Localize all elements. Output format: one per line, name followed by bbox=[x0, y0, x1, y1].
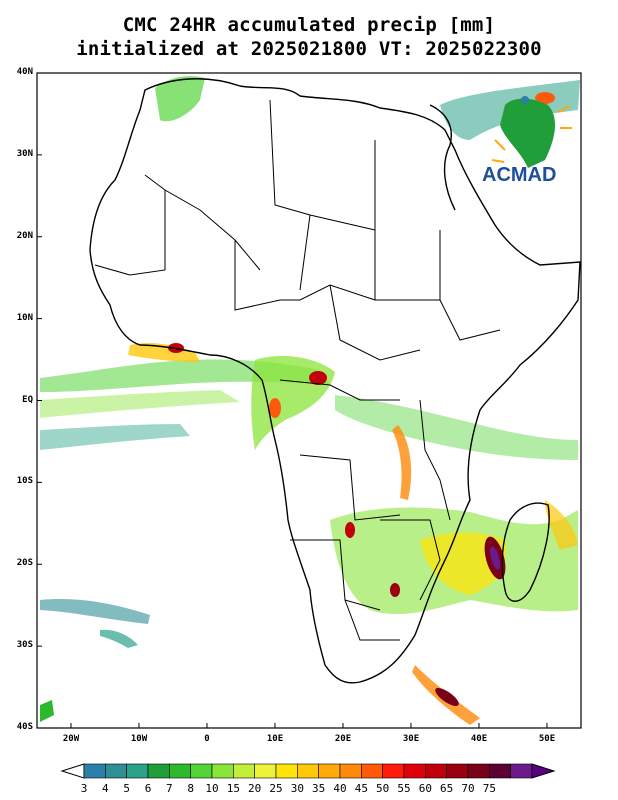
colorbar-swatch bbox=[83, 763, 106, 779]
chart-title-line-2: initialized at 2025021800 VT: 2025022300 bbox=[76, 38, 542, 60]
lat-label: 40N bbox=[16, 67, 33, 77]
colorbar-swatch bbox=[318, 763, 341, 779]
lon-label: 10E bbox=[266, 734, 284, 744]
colorbar-swatch bbox=[126, 763, 149, 779]
lat-label: 20S bbox=[16, 558, 33, 569]
colorbar-swatch bbox=[339, 763, 362, 779]
colorbar-swatch bbox=[233, 763, 255, 779]
colorbar-label: 3 bbox=[80, 782, 88, 795]
colorbar-label: 20 bbox=[248, 782, 262, 795]
map-frame bbox=[36, 72, 582, 729]
colorbar-swatch bbox=[169, 763, 191, 779]
lon-label: 0 bbox=[204, 734, 210, 744]
lat-label: 10S bbox=[16, 476, 33, 487]
chart-title-line-1: CMC 24HR accumulated precip [mm] bbox=[122, 14, 496, 36]
lat-label: 30N bbox=[16, 148, 33, 159]
lat-label: 20N bbox=[16, 230, 33, 241]
lat-label: 40S bbox=[16, 722, 33, 732]
country-borders bbox=[94, 99, 501, 641]
colorbar-label: 35 bbox=[312, 782, 326, 795]
acmad-logo-text: ACMAD bbox=[482, 164, 557, 186]
axis-ticks bbox=[37, 72, 548, 729]
colorbar-low-arrow bbox=[60, 763, 85, 779]
lon-label: 20W bbox=[62, 734, 80, 744]
precip-shading bbox=[40, 76, 580, 725]
colorbar-swatch bbox=[361, 763, 383, 779]
colorbar-label: 15 bbox=[226, 782, 240, 795]
lon-label: 30E bbox=[402, 734, 420, 744]
colorbar-label: 60 bbox=[418, 782, 432, 795]
colorbar-label: 5 bbox=[123, 782, 130, 795]
colorbar-swatch bbox=[425, 763, 447, 779]
lat-label: 10N bbox=[16, 312, 33, 323]
colorbar-high-arrow bbox=[531, 763, 556, 779]
colorbar-label: 6 bbox=[144, 782, 152, 795]
colorbar-label: 65 bbox=[440, 782, 454, 795]
colorbar-swatch bbox=[211, 763, 234, 779]
coastlines bbox=[89, 78, 581, 684]
colorbar-label: 8 bbox=[187, 782, 194, 795]
colorbar-swatch bbox=[446, 763, 469, 779]
colorbar-label: 75 bbox=[482, 782, 496, 795]
colorbar-swatch bbox=[105, 763, 127, 779]
colorbar-label: 10 bbox=[205, 782, 219, 795]
colorbar-label: 50 bbox=[376, 782, 390, 795]
colorbar-swatch bbox=[275, 763, 298, 779]
acmad-logo bbox=[491, 96, 572, 168]
lon-label: 40E bbox=[470, 734, 488, 744]
colorbar-label: 55 bbox=[397, 782, 411, 795]
colorbar-swatch bbox=[297, 763, 319, 779]
colorbar-label: 25 bbox=[269, 782, 283, 795]
colorbar-swatch bbox=[510, 763, 533, 779]
colorbar-swatch bbox=[403, 763, 426, 779]
lon-label: 10W bbox=[130, 734, 148, 744]
colorbar-label: 45 bbox=[354, 782, 368, 795]
colorbar-label: 30 bbox=[290, 782, 304, 795]
colorbar-label: 7 bbox=[166, 782, 173, 795]
lon-label: 50E bbox=[538, 734, 556, 744]
colorbar-swatch bbox=[190, 763, 213, 779]
colorbar-swatch bbox=[467, 763, 490, 779]
colorbar-swatch bbox=[147, 763, 170, 779]
colorbar-swatch bbox=[382, 763, 405, 779]
colorbar-label: 4 bbox=[102, 782, 109, 795]
colorbar-label: 40 bbox=[333, 782, 347, 795]
colorbar-swatch bbox=[254, 763, 277, 779]
lat-label: EQ bbox=[22, 394, 33, 405]
colorbar-swatch bbox=[489, 763, 511, 779]
lon-label: 20E bbox=[334, 734, 352, 744]
lat-label: 30S bbox=[16, 640, 33, 651]
colorbar bbox=[60, 763, 556, 779]
colorbar-label: 70 bbox=[461, 782, 475, 795]
